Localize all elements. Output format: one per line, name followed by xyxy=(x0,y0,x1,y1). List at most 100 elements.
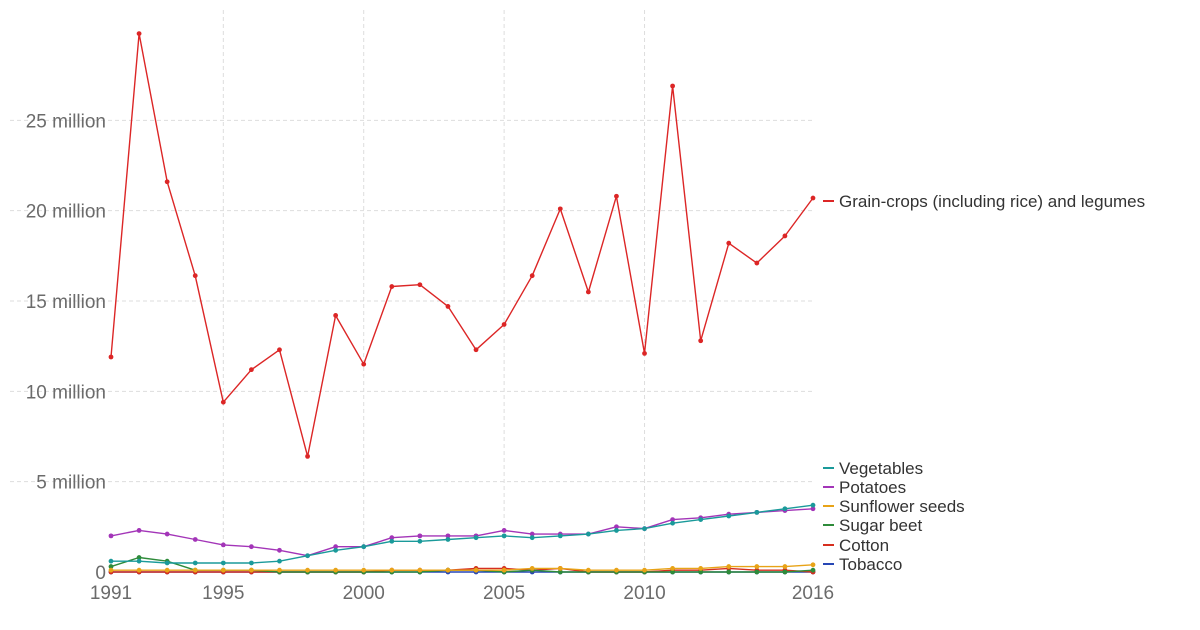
data-point-sunflower-seeds xyxy=(417,567,423,573)
data-point-potatoes xyxy=(108,533,114,539)
data-point-potatoes xyxy=(389,535,395,541)
x-tick-label: 1995 xyxy=(202,583,244,604)
data-point-sugar-beet xyxy=(670,569,675,575)
data-point-sugar-beet xyxy=(136,555,142,560)
data-point-potatoes xyxy=(220,542,226,548)
data-point-sunflower-seeds xyxy=(192,567,198,573)
data-point-grain-crops-including-rice-and-legumes xyxy=(249,367,254,373)
data-point-grain-crops-including-rice-and-legumes xyxy=(473,347,479,353)
axis-tick-labels: 0 5 million 10 million 15 million 20 million… xyxy=(26,111,834,604)
data-point-sunflower-seeds xyxy=(698,565,704,571)
x-tick-label: 2016 xyxy=(792,583,834,604)
x-tick-label: 1991 xyxy=(90,583,132,604)
legend-label-potatoes: Potatoes xyxy=(839,478,906,497)
data-point-sunflower-seeds xyxy=(249,567,254,573)
data-point-vegetables xyxy=(305,553,310,559)
data-point-grain-crops-including-rice-and-legumes xyxy=(585,289,591,295)
data-point-potatoes xyxy=(614,524,619,530)
y-tick-label: 10 million xyxy=(26,382,106,403)
data-point-sunflower-seeds xyxy=(529,565,535,571)
x-tick-label: 2010 xyxy=(623,583,665,604)
data-point-potatoes xyxy=(249,544,254,550)
data-point-potatoes xyxy=(417,533,423,539)
data-point-grain-crops-including-rice-and-legumes xyxy=(389,284,395,289)
data-point-grain-crops-including-rice-and-legumes xyxy=(277,347,282,353)
legend-label-sunflower-seeds: Sunflower seeds xyxy=(839,497,965,516)
data-point-vegetables xyxy=(220,560,226,566)
data-point-vegetables xyxy=(754,509,760,515)
y-tick-label: 15 million xyxy=(26,292,106,313)
data-point-sunflower-seeds xyxy=(333,567,339,573)
data-point-grain-crops-including-rice-and-legumes xyxy=(417,282,423,288)
data-point-grain-crops-including-rice-and-legumes xyxy=(614,193,619,199)
legend: Grain-crops (including rice) and legumes… xyxy=(823,192,1145,574)
data-point-sugar-beet xyxy=(726,569,732,575)
data-point-grain-crops-including-rice-and-legumes xyxy=(220,399,226,405)
data-point-potatoes xyxy=(670,517,675,523)
data-point-vegetables xyxy=(445,537,451,542)
data-point-sunflower-seeds xyxy=(277,567,282,573)
data-point-sunflower-seeds xyxy=(501,567,507,573)
data-point-vegetables xyxy=(698,517,704,523)
data-point-vegetables xyxy=(333,547,339,553)
data-point-grain-crops-including-rice-and-legumes xyxy=(698,338,704,344)
data-point-grain-crops-including-rice-and-legumes xyxy=(333,313,339,318)
data-point-grain-crops-including-rice-and-legumes xyxy=(754,260,760,266)
data-point-vegetables xyxy=(810,502,816,508)
data-point-grain-crops-including-rice-and-legumes xyxy=(136,31,142,37)
data-point-vegetables xyxy=(277,558,282,564)
data-point-potatoes xyxy=(529,531,535,537)
legend-label-vegetables: Vegetables xyxy=(839,459,923,478)
data-point-sunflower-seeds xyxy=(614,567,619,573)
data-point-vegetables xyxy=(192,560,198,566)
data-point-vegetables xyxy=(473,535,479,541)
data-point-vegetables xyxy=(670,520,675,526)
data-point-vegetables xyxy=(417,538,423,544)
data-point-vegetables xyxy=(136,558,142,564)
data-point-grain-crops-including-rice-and-legumes xyxy=(529,273,535,279)
data-point-grain-crops-including-rice-and-legumes xyxy=(164,179,170,185)
data-point-vegetables xyxy=(361,544,367,550)
data-point-sunflower-seeds xyxy=(305,567,310,573)
data-point-sugar-beet xyxy=(557,569,563,575)
data-point-vegetables xyxy=(726,513,732,519)
data-point-potatoes xyxy=(192,537,198,542)
data-point-sunflower-seeds xyxy=(557,565,563,571)
legend-label-sugar-beet: Sugar beet xyxy=(839,516,922,535)
series-line-potatoes xyxy=(110,508,814,557)
data-point-grain-crops-including-rice-and-legumes xyxy=(782,233,788,239)
data-point-vegetables xyxy=(529,535,535,541)
legend-label-tobacco: Tobacco xyxy=(839,555,902,574)
data-point-sunflower-seeds xyxy=(670,565,675,571)
data-point-sunflower-seeds xyxy=(782,564,788,569)
series-potatoes xyxy=(108,506,816,559)
data-point-sugar-beet xyxy=(754,569,760,575)
data-point-sunflower-seeds xyxy=(726,564,732,569)
data-point-sunflower-seeds xyxy=(445,567,451,573)
data-point-grain-crops-including-rice-and-legumes xyxy=(305,453,310,459)
data-point-sugar-beet xyxy=(810,567,816,573)
data-point-grain-crops-including-rice-and-legumes xyxy=(810,195,816,201)
data-point-potatoes xyxy=(136,528,142,533)
series-sunflower-seeds xyxy=(108,562,816,573)
data-point-sunflower-seeds xyxy=(585,567,591,573)
data-point-grain-crops-including-rice-and-legumes xyxy=(642,350,647,356)
series-grain-crops-including-rice-and-legumes xyxy=(108,31,816,459)
legend-label-grain-crops-including-rice-and-legumes: Grain-crops (including rice) and legumes xyxy=(839,192,1145,211)
data-point-vegetables xyxy=(782,506,788,512)
data-point-grain-crops-including-rice-and-legumes xyxy=(192,273,198,279)
data-point-sugar-beet xyxy=(108,564,114,569)
data-point-sunflower-seeds xyxy=(108,567,114,573)
data-point-sunflower-seeds xyxy=(164,567,170,573)
series-vegetables xyxy=(108,502,816,566)
y-tick-label: 20 million xyxy=(26,202,106,223)
data-point-sunflower-seeds xyxy=(473,567,479,573)
data-point-sunflower-seeds xyxy=(136,567,142,573)
y-tick-label: 5 million xyxy=(36,473,106,494)
data-point-vegetables xyxy=(585,531,591,537)
y-tick-label: 25 million xyxy=(26,111,106,132)
gridlines xyxy=(10,10,815,572)
series-line-grain-crops-including-rice-and-legumes xyxy=(110,32,814,458)
legend-label-cotton: Cotton xyxy=(839,536,889,555)
